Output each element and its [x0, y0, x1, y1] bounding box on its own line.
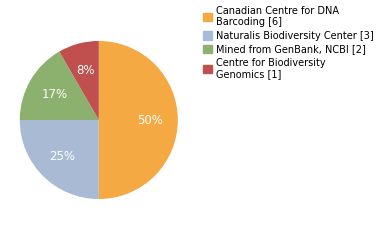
Wedge shape	[99, 41, 178, 199]
Text: 8%: 8%	[76, 64, 95, 77]
Text: 25%: 25%	[49, 150, 76, 163]
Wedge shape	[59, 41, 99, 120]
Wedge shape	[20, 120, 99, 199]
Text: 50%: 50%	[137, 114, 163, 126]
Text: 17%: 17%	[41, 88, 67, 101]
Legend: Canadian Centre for DNA
Barcoding [6], Naturalis Biodiversity Center [3], Mined : Canadian Centre for DNA Barcoding [6], N…	[203, 5, 375, 80]
Wedge shape	[20, 52, 99, 120]
